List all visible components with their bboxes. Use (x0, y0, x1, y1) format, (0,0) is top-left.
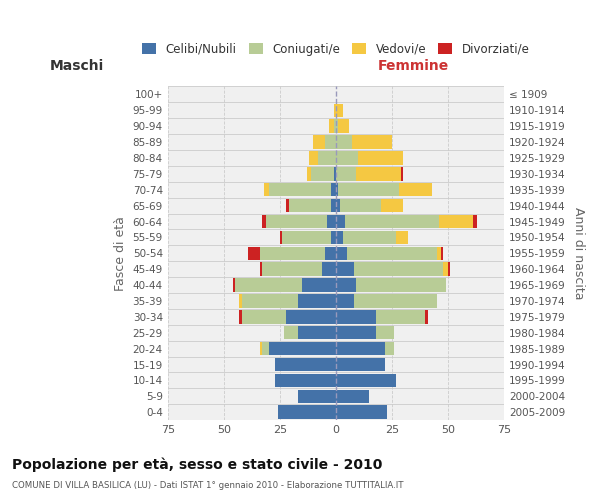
Bar (325, 136, 336, 149)
Bar (307, 167, 311, 180)
Bar (385, 342, 394, 355)
Bar (302, 278, 336, 292)
Bar (331, 199, 336, 212)
Bar (397, 230, 407, 244)
Bar (334, 167, 336, 180)
Bar (289, 199, 331, 212)
Bar (298, 294, 336, 308)
Bar (439, 215, 473, 228)
Bar (235, 278, 302, 292)
Bar (329, 120, 334, 133)
Bar (239, 294, 242, 308)
Bar (322, 262, 336, 276)
Bar (242, 310, 286, 324)
Text: Popolazione per età, sesso e stato civile - 2010: Popolazione per età, sesso e stato civil… (12, 458, 382, 472)
Bar (336, 167, 356, 180)
Bar (336, 278, 356, 292)
Text: Femmine: Femmine (377, 59, 449, 73)
Bar (336, 358, 385, 372)
Bar (286, 310, 336, 324)
Bar (334, 120, 336, 133)
Bar (336, 183, 338, 196)
Bar (336, 136, 352, 149)
Bar (260, 342, 262, 355)
Bar (284, 326, 298, 340)
Bar (336, 294, 354, 308)
Bar (336, 374, 397, 387)
Bar (380, 199, 403, 212)
Bar (318, 151, 336, 164)
Bar (345, 215, 439, 228)
Bar (298, 326, 336, 340)
Bar (331, 230, 336, 244)
Bar (398, 183, 432, 196)
Bar (336, 151, 358, 164)
Bar (275, 374, 336, 387)
Bar (334, 104, 336, 117)
Bar (311, 167, 334, 180)
Bar (336, 342, 385, 355)
Bar (282, 230, 331, 244)
Bar (425, 310, 428, 324)
Bar (401, 167, 403, 180)
Bar (340, 199, 380, 212)
Bar (264, 183, 269, 196)
Bar (354, 294, 437, 308)
Bar (437, 246, 441, 260)
Bar (443, 262, 448, 276)
Y-axis label: Fasce di età: Fasce di età (114, 216, 127, 290)
Bar (347, 246, 437, 260)
Bar (338, 120, 349, 133)
Bar (336, 390, 370, 403)
Bar (473, 215, 477, 228)
Bar (309, 151, 318, 164)
Bar (336, 406, 388, 419)
Bar (275, 358, 336, 372)
Bar (441, 246, 443, 260)
Bar (260, 246, 325, 260)
Bar (358, 151, 403, 164)
Bar (325, 246, 336, 260)
Bar (336, 215, 345, 228)
Bar (327, 215, 336, 228)
Bar (354, 262, 443, 276)
Text: Maschi: Maschi (50, 59, 104, 73)
Bar (336, 310, 376, 324)
Bar (313, 136, 325, 149)
Bar (448, 262, 450, 276)
Bar (343, 230, 397, 244)
Bar (269, 183, 331, 196)
Bar (336, 199, 340, 212)
Bar (352, 136, 392, 149)
Bar (356, 167, 401, 180)
Bar (336, 246, 347, 260)
Bar (242, 294, 298, 308)
Bar (286, 199, 289, 212)
Bar (248, 246, 260, 260)
Bar (260, 262, 262, 276)
Bar (376, 310, 425, 324)
Bar (269, 342, 336, 355)
Bar (331, 183, 336, 196)
Bar (266, 215, 327, 228)
Bar (280, 230, 282, 244)
Bar (239, 310, 242, 324)
Bar (336, 120, 338, 133)
Bar (298, 390, 336, 403)
Bar (338, 183, 398, 196)
Bar (336, 326, 376, 340)
Bar (336, 230, 343, 244)
Bar (262, 215, 266, 228)
Bar (278, 406, 336, 419)
Bar (262, 342, 269, 355)
Bar (336, 104, 343, 117)
Bar (233, 278, 235, 292)
Text: COMUNE DI VILLA BASILICA (LU) - Dati ISTAT 1° gennaio 2010 - Elaborazione TUTTIT: COMUNE DI VILLA BASILICA (LU) - Dati IST… (12, 481, 404, 490)
Legend: Celibi/Nubili, Coniugati/e, Vedovi/e, Divorziati/e: Celibi/Nubili, Coniugati/e, Vedovi/e, Di… (137, 38, 534, 60)
Y-axis label: Anni di nascita: Anni di nascita (572, 207, 585, 300)
Bar (336, 262, 354, 276)
Bar (356, 278, 446, 292)
Bar (262, 262, 322, 276)
Bar (376, 326, 394, 340)
